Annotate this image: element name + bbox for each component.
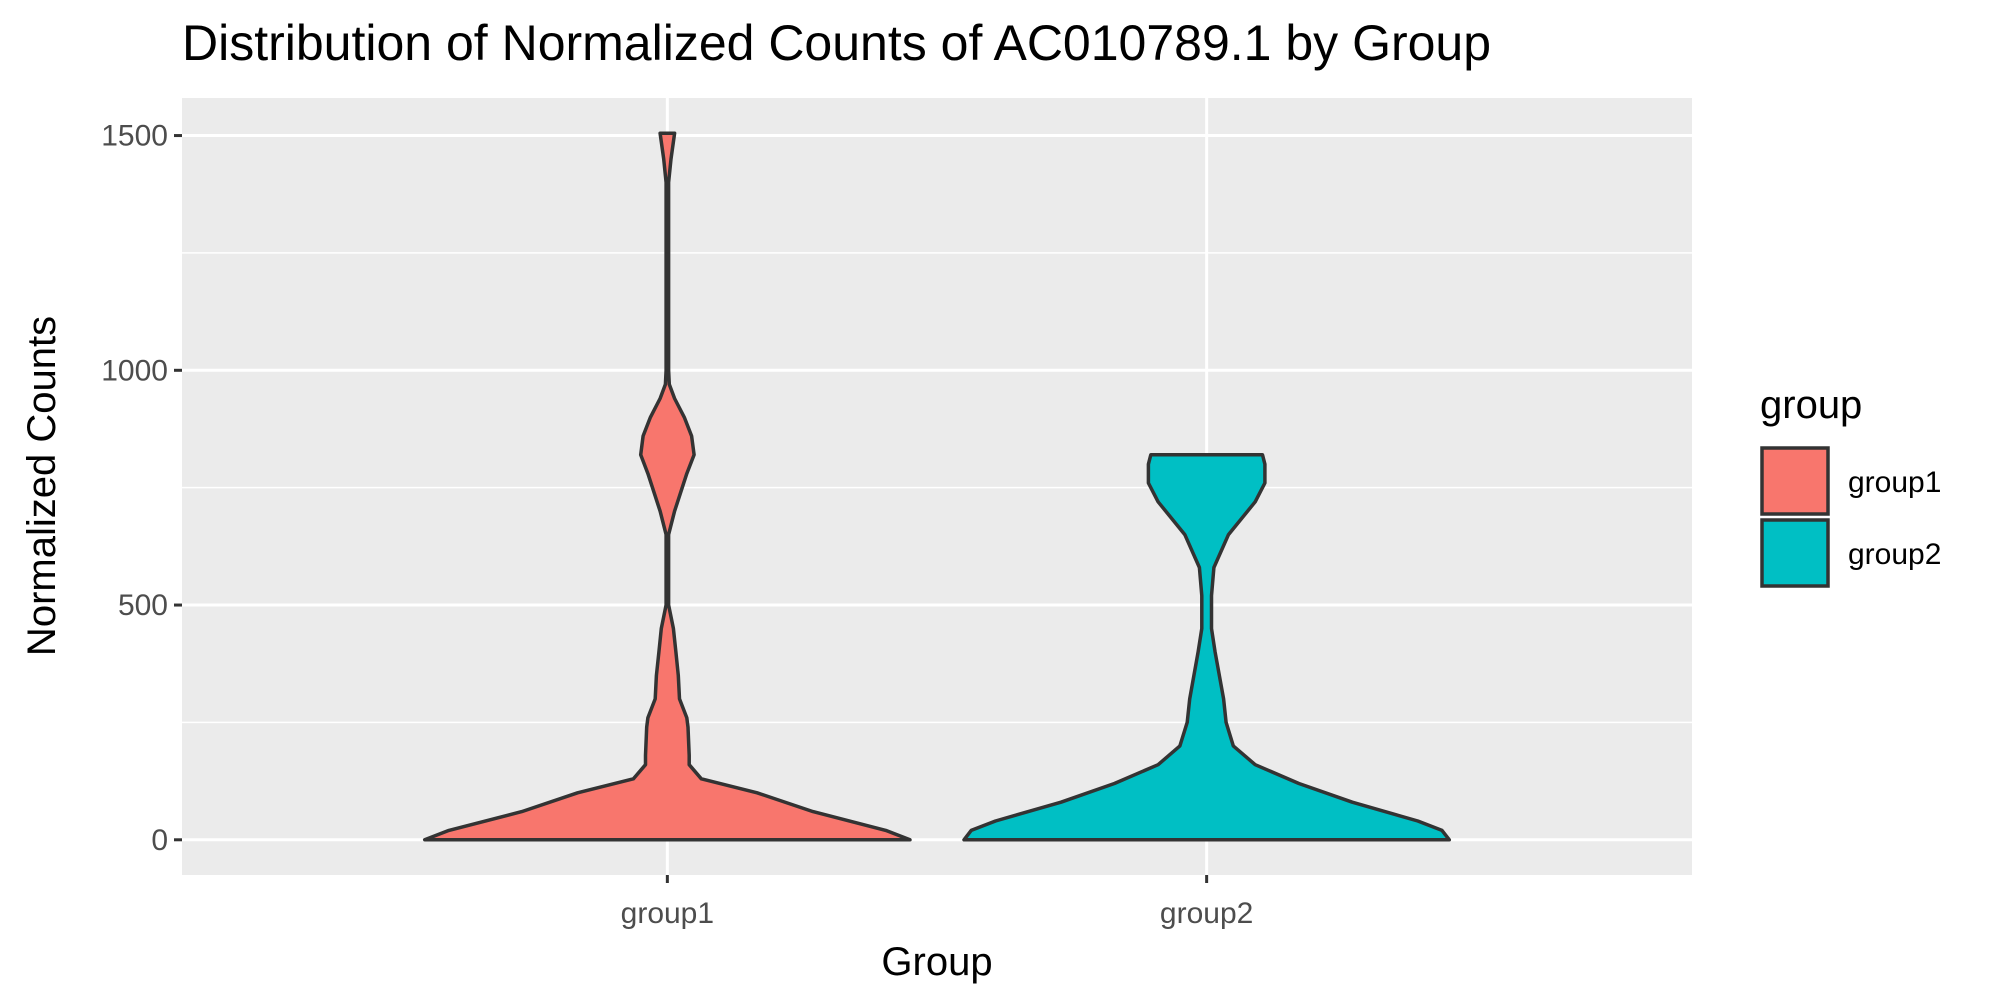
y-axis: 0 500 1000 1500 xyxy=(101,120,182,857)
violin-group1 xyxy=(422,131,912,842)
chart-title: Distribution of Normalized Counts of AC0… xyxy=(182,15,1491,71)
x-tick-label: group1 xyxy=(621,897,714,930)
x-tick-label: group2 xyxy=(1160,897,1253,930)
y-tick-label: 1500 xyxy=(101,120,168,153)
legend-key-group2 xyxy=(1760,518,1830,588)
x-axis-title: Group xyxy=(881,940,992,984)
legend-label: group1 xyxy=(1848,466,1941,499)
y-axis-title: Normalized Counts xyxy=(20,316,64,656)
legend: group group1 group2 xyxy=(1760,383,1941,588)
y-tick-label: 500 xyxy=(118,589,168,622)
plot-panel xyxy=(182,98,1692,875)
violins xyxy=(422,131,1452,842)
y-tick-label: 1000 xyxy=(101,354,168,387)
x-axis: group1 group2 xyxy=(621,875,1253,930)
legend-title: group xyxy=(1760,383,1862,427)
legend-key-group1 xyxy=(1760,446,1830,516)
minor-gridlines xyxy=(182,252,1692,724)
violin-group2 xyxy=(962,453,1452,842)
legend-label: group2 xyxy=(1848,538,1941,571)
y-tick-label: 0 xyxy=(151,824,168,857)
